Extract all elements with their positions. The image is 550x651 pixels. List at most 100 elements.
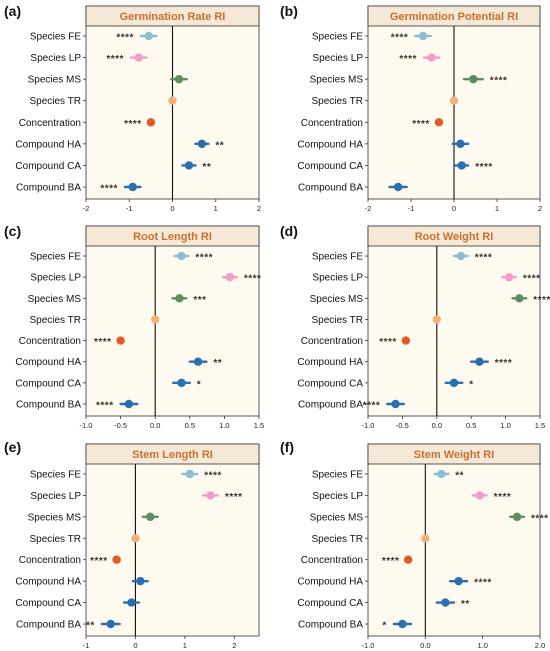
y-tick-label: Concentration (301, 555, 363, 566)
data-point (134, 53, 143, 62)
data-point (174, 74, 184, 84)
significance-label: ** (461, 599, 470, 610)
y-tick-label: Compound HA (15, 139, 81, 150)
x-tick-label: 0.0 (150, 421, 160, 430)
x-tick-label: 0.5 (466, 421, 476, 430)
data-point (177, 251, 186, 261)
plot-area (367, 443, 541, 637)
chart-title: Germination Rate RI (120, 11, 226, 23)
y-tick-label: Species TR (311, 315, 363, 326)
significance-label: **** (475, 162, 493, 173)
plot-area (85, 443, 260, 637)
data-point (151, 315, 160, 324)
data-point (469, 74, 478, 84)
data-point (454, 576, 463, 586)
y-tick-label: Species FE (312, 470, 363, 481)
x-tick-label: 1.0 (500, 421, 510, 430)
data-point (124, 399, 134, 409)
x-tick-label: 0 (133, 641, 137, 650)
chart-title: Root Length RI (133, 231, 212, 243)
panel-label: (a) (4, 3, 21, 19)
significance-label: **** (96, 401, 114, 412)
y-tick-label: Compound BA (298, 620, 363, 631)
y-tick-label: Compound CA (297, 378, 363, 389)
chart-panel: (a) Germination Rate RI -2 -1 0 1 2 Species FE *… (4, 3, 261, 213)
data-point (144, 31, 153, 41)
y-tick-label: Concentration (19, 118, 81, 129)
data-point (197, 139, 207, 149)
significance-label: **** (531, 513, 549, 524)
y-tick-label: Compound BA (16, 183, 81, 194)
y-tick-label: Species TR (29, 96, 81, 107)
data-point (449, 96, 459, 105)
x-tick-label: -2 (83, 204, 90, 213)
data-point (146, 512, 155, 522)
x-tick-label: 1 (183, 641, 187, 650)
significance-label: ** (213, 358, 222, 369)
data-point (225, 272, 235, 282)
chart-panel: (b) Germination Potential RI -2 -1 0 1 2 Specie… (280, 3, 542, 213)
significance-label: **** (225, 492, 243, 503)
data-point (434, 118, 444, 127)
data-point (427, 53, 436, 62)
chart-title: Stem Weight RI (414, 449, 494, 461)
chart-title: Germination Potential RI (390, 11, 518, 23)
data-point (106, 619, 115, 629)
significance-label: **** (382, 556, 400, 567)
data-point (504, 272, 514, 282)
panel-label: (c) (4, 223, 21, 239)
title-strip (85, 443, 260, 465)
x-tick-label: 2.0 (535, 641, 545, 650)
x-tick-label: -1 (126, 204, 133, 213)
plot-area (85, 225, 260, 417)
y-tick-label: Species LP (30, 491, 81, 502)
data-point (475, 491, 484, 500)
data-point (168, 96, 177, 105)
plot-area (367, 225, 541, 417)
data-point (456, 251, 466, 261)
y-tick-label: Species TR (311, 96, 363, 107)
x-tick-label: 0.5 (185, 421, 195, 430)
y-tick-label: Species FE (312, 32, 363, 43)
x-tick-label: 2 (538, 204, 542, 213)
y-tick-label: Species MS (310, 75, 364, 86)
y-tick-label: Compound HA (297, 357, 363, 368)
chart-panel: (c) Root Length RI -1.0 -0.5 0.0 0.5 1.0 1.5 Spe… (4, 223, 264, 430)
y-tick-label: Species MS (310, 294, 364, 305)
chart-panel: (f) Stem Weight RI -1.0 0.0 1.0 2.0 Species FE… (280, 439, 549, 650)
significance-label: ** (455, 471, 464, 482)
significance-label: **** (490, 76, 508, 87)
panel-label: (b) (280, 3, 298, 19)
y-tick-label: Species LP (312, 53, 363, 64)
y-tick-label: Concentration (19, 555, 81, 566)
significance-label: **** (204, 471, 222, 482)
y-tick-label: Species FE (30, 252, 81, 263)
data-point (515, 294, 524, 303)
y-tick-label: Compound CA (15, 598, 81, 609)
significance-label: **** (475, 253, 493, 264)
x-tick-label: 1.0 (477, 641, 487, 650)
data-point (457, 161, 466, 170)
data-point (175, 294, 184, 303)
y-tick-label: Concentration (301, 118, 363, 129)
significance-label: ** (215, 140, 224, 151)
y-tick-label: Compound BA (298, 183, 363, 194)
title-strip (85, 225, 260, 247)
data-point (206, 491, 215, 500)
title-strip (367, 225, 541, 247)
data-point (441, 598, 450, 607)
data-point (512, 512, 522, 522)
significance-label: **** (244, 274, 262, 285)
data-point (136, 576, 145, 586)
significance-label: **** (474, 578, 492, 589)
y-tick-label: Compound HA (15, 357, 81, 368)
significance-label: **** (523, 274, 541, 285)
data-point (185, 469, 194, 479)
data-point (401, 336, 411, 345)
significance-label: **** (391, 33, 409, 44)
significance-label: **** (494, 492, 512, 503)
x-tick-label: 0.0 (432, 421, 442, 430)
significance-label: **** (195, 253, 213, 264)
y-tick-label: Species MS (28, 75, 82, 86)
significance-label: *** (193, 295, 206, 306)
